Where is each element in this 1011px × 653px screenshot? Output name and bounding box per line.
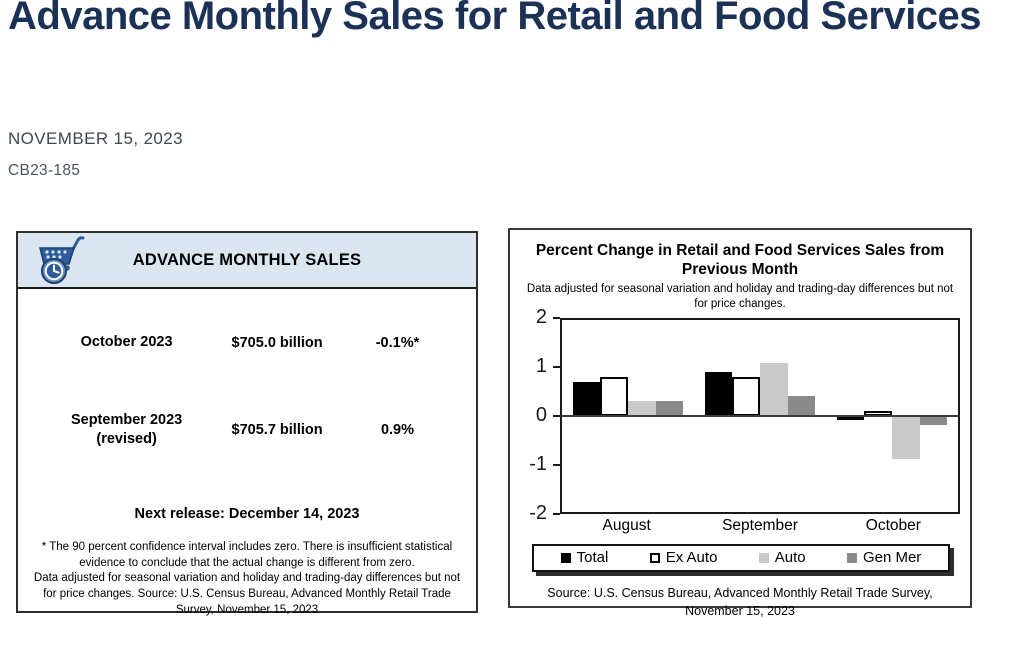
legend-item-gen-mer: Gen Mer	[846, 549, 922, 567]
legend-item-auto: Auto	[758, 549, 806, 567]
sales-card-title: ADVANCE MONTHLY SALES	[132, 250, 362, 269]
legend-item-total: Total	[560, 549, 609, 567]
sales-value: $705.0 billion	[231, 334, 323, 351]
legend-label: Auto	[774, 549, 806, 567]
percent-change: 0.9%	[380, 422, 415, 439]
sales-card-header: ADVANCE MONTHLY SALES	[18, 233, 476, 289]
bar-plot	[560, 317, 960, 514]
legend-marker-auto	[758, 552, 769, 563]
x-label-august: August	[602, 516, 651, 534]
bar-auto-august	[627, 401, 656, 416]
cart-clock-icon	[32, 236, 90, 291]
sales-value: $705.7 billion	[231, 422, 323, 439]
y-tick-mark	[553, 512, 560, 515]
y-axis: 2 1 0 -1 -2	[520, 306, 560, 524]
legend-label: Ex Auto	[665, 549, 718, 567]
percent-change: -0.1%*	[375, 334, 420, 351]
bar-total-august	[572, 382, 601, 416]
bar-total-october	[836, 415, 865, 421]
chart-legend: Total Ex Auto Auto Gen Mer	[532, 543, 950, 572]
y-tick-mark	[553, 316, 560, 319]
legend-marker-gen-mer	[846, 552, 857, 563]
bar-auto-october	[892, 415, 920, 459]
y-tick-mark	[553, 463, 560, 466]
period-label: October 2023	[80, 334, 173, 350]
legend-label: Total	[576, 549, 609, 567]
footnote-confidence-interval: * The 90 percent confidence interval inc…	[41, 540, 453, 569]
sales-row-september: September 2023 (revised) $705.7 billion …	[32, 411, 462, 450]
x-label-september: September	[722, 516, 798, 534]
bar-auto-september	[760, 362, 788, 416]
chart-subtitle: Data adjusted for seasonal variation and…	[526, 282, 954, 310]
zero-axis-line	[562, 414, 958, 417]
footnote-data-adjustment: Data adjusted for seasonal variation and…	[33, 572, 461, 617]
bar-ex-auto-september	[732, 377, 760, 416]
advance-monthly-sales-card: ADVANCE MONTHLY SALES October 2023 $705.…	[16, 231, 478, 616]
percent-change-chart-card: Percent Change in Retail and Food Servic…	[508, 228, 972, 618]
sales-card-body: October 2023 $705.0 billion -0.1%* Septe…	[18, 333, 476, 619]
legend-item-ex-auto: Ex Auto	[649, 549, 718, 567]
bar-gen-mer-september	[787, 396, 816, 416]
chart-title: Percent Change in Retail and Food Servic…	[535, 242, 945, 279]
legend-marker-ex-auto	[649, 552, 660, 563]
x-label-october: October	[865, 516, 921, 534]
chart-plot-area: 2 1 0 -1 -2	[520, 306, 960, 524]
sales-row-october: October 2023 $705.0 billion -0.1%*	[32, 333, 462, 353]
sales-footnotes: * The 90 percent confidence interval inc…	[32, 540, 462, 619]
y-tick-label: 2	[535, 305, 547, 328]
page-title: Advance Monthly Sales for Retail and Foo…	[8, 0, 982, 38]
y-tick-mark	[553, 365, 560, 368]
x-axis-labels: August September October	[560, 517, 960, 541]
y-tick-label: -2	[529, 501, 547, 524]
bar-total-september	[704, 372, 733, 416]
y-tick-label: 1	[535, 354, 547, 377]
legend-marker-total	[560, 552, 571, 563]
release-date: NOVEMBER 15, 2023	[8, 129, 183, 148]
period-label: September 2023 (revised)	[70, 411, 183, 448]
bar-ex-auto-august	[600, 377, 628, 416]
bar-gen-mer-october	[919, 415, 948, 426]
chart-source: Source: U.S. Census Bureau, Advanced Mon…	[547, 585, 933, 618]
legend-label: Gen Mer	[862, 549, 922, 567]
y-tick-label: -1	[529, 452, 547, 475]
bar-gen-mer-august	[655, 401, 684, 416]
release-number: CB23-185	[8, 162, 81, 179]
next-release-note: Next release: December 14, 2023	[134, 505, 360, 522]
y-tick-label: 0	[535, 403, 547, 426]
y-tick-mark	[553, 414, 560, 417]
